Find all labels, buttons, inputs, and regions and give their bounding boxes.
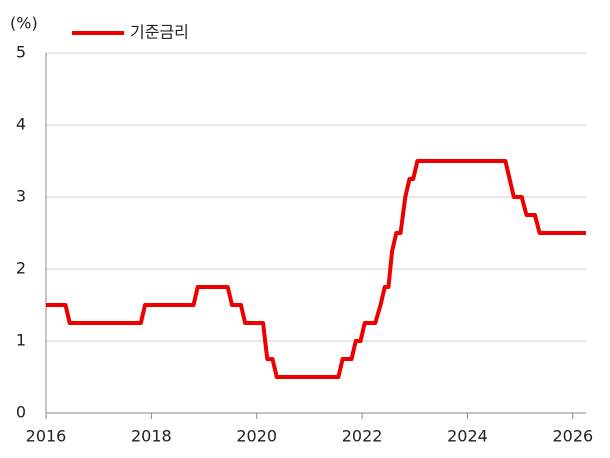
legend-label: 기준금리 xyxy=(130,23,189,42)
x-tick-label: 2022 xyxy=(342,427,383,446)
x-tick-label: 2024 xyxy=(447,427,488,446)
y-tick-label: 1 xyxy=(16,331,26,350)
y-axis-unit: (%) xyxy=(10,14,38,33)
x-tick-label: 2020 xyxy=(236,427,277,446)
y-tick-label: 2 xyxy=(16,259,26,278)
data-line xyxy=(46,159,586,379)
y-tick-label: 0 xyxy=(16,403,26,422)
x-tick-label: 2026 xyxy=(552,427,593,446)
y-tick-label: 3 xyxy=(16,187,26,206)
y-tick-label: 4 xyxy=(16,115,26,134)
y-tick-label: 5 xyxy=(16,43,26,62)
x-tick-label: 2016 xyxy=(26,427,67,446)
x-tick-label: 2018 xyxy=(131,427,172,446)
